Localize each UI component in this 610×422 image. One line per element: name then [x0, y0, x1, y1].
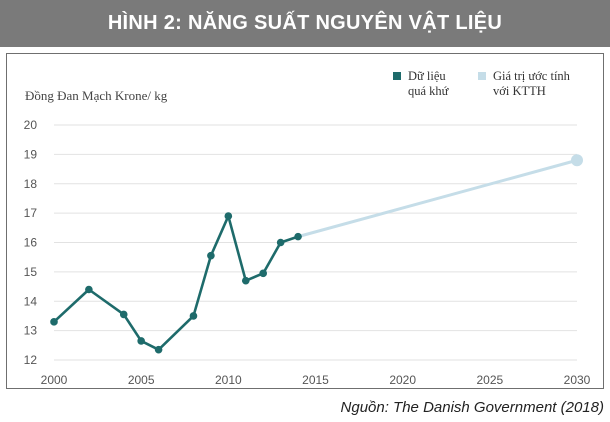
chart-frame: Đồng Đan Mạch Krone/ kg 12 13 14 15 16 17 18 19…: [6, 53, 604, 389]
series-line-historical: [53, 214, 299, 352]
data-point-historical: [276, 238, 285, 247]
y-tick-label: 17: [24, 206, 38, 220]
legend-label: với KTTH: [493, 84, 546, 98]
data-point-historical: [294, 232, 302, 241]
x-tick-label: 2010: [215, 373, 242, 387]
series-lines: [53, 158, 578, 352]
y-tick-label: 13: [24, 324, 38, 338]
x-tick-label: 2015: [302, 373, 329, 387]
y-axis-ticks: 12 13 14 15 16 17 18 19 20: [24, 118, 38, 367]
series-line-projection: [297, 158, 578, 239]
legend-label: Giá trị ước tính: [493, 69, 571, 83]
data-point-historical: [224, 212, 233, 220]
y-tick-label: 15: [24, 265, 38, 279]
x-tick-label: 2000: [41, 373, 68, 387]
y-tick-label: 12: [24, 353, 38, 367]
y-tick-label: 16: [24, 236, 38, 250]
data-point-historical: [137, 337, 145, 345]
legend-swatch: [393, 72, 401, 80]
data-point-historical: [259, 269, 267, 278]
figure-title-banner: HÌNH 2: NĂNG SUẤT NGUYÊN VẬT LIỆU: [0, 0, 610, 47]
data-point-historical: [154, 345, 163, 354]
source-note: Nguồn: The Danish Government (2018): [340, 399, 604, 416]
figure-title: HÌNH 2: NĂNG SUẤT NGUYÊN VẬT LIỆU: [107, 12, 503, 34]
data-point-historical: [119, 310, 128, 319]
series-points: [50, 154, 583, 354]
legend-swatch: [478, 72, 486, 80]
y-tick-label: 19: [24, 147, 38, 161]
x-tick-label: 2020: [389, 373, 416, 387]
data-point-historical: [241, 276, 250, 285]
gridlines: [54, 124, 577, 361]
line-chart: Đồng Đan Mạch Krone/ kg 12 13 14 15 16 17 18 19…: [24, 69, 591, 387]
legend-label: Dữ liệu: [408, 69, 446, 83]
data-point-historical: [85, 285, 93, 294]
y-axis-label: Đồng Đan Mạch Krone/ kg: [25, 88, 168, 103]
legend-label: quá khứ: [408, 84, 450, 98]
y-tick-label: 14: [24, 294, 38, 308]
data-point-historical: [50, 318, 58, 326]
y-tick-label: 20: [24, 118, 38, 132]
data-point-historical: [189, 312, 198, 320]
x-tick-label: 2005: [128, 373, 155, 387]
x-axis-ticks: 2000 2005 2010 2015 2020 2025 2030: [41, 373, 591, 387]
x-tick-label: 2025: [476, 373, 503, 387]
data-point-projection: [571, 154, 583, 167]
x-tick-label: 2030: [564, 373, 591, 387]
y-tick-label: 18: [24, 177, 38, 191]
data-point-historical: [207, 251, 215, 260]
